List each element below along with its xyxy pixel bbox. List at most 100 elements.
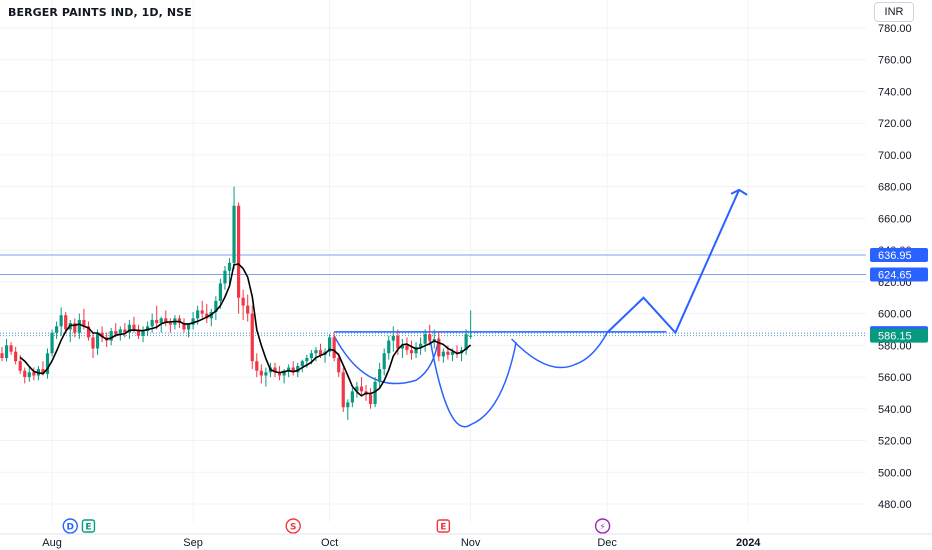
- candle-body: [341, 372, 345, 408]
- candle-body: [141, 331, 145, 336]
- projection-path: [606, 189, 741, 335]
- candle-body: [441, 351, 445, 357]
- candle-body: [164, 318, 168, 324]
- moving-average-series: [19, 263, 472, 397]
- candle-body: [150, 319, 154, 327]
- price-badge: [870, 267, 928, 282]
- candle-body: [55, 326, 59, 333]
- projection-arrow: [606, 188, 748, 335]
- candle-body: [146, 326, 150, 332]
- event-markers[interactable]: D E S E ⚡: [62, 518, 611, 534]
- price-badge-label: 636.95: [878, 250, 912, 262]
- candle-body: [182, 323, 186, 330]
- candle-body: [437, 338, 441, 357]
- candle-body: [196, 310, 200, 319]
- event-marker-label: E: [440, 523, 446, 533]
- symbol-title[interactable]: BERGER PAINTS IND, 1D, NSE: [8, 6, 192, 19]
- candle-body: [14, 351, 18, 362]
- candle-body: [155, 319, 159, 324]
- time-tick-label: 2024: [736, 537, 761, 549]
- candle-body: [428, 334, 432, 341]
- candle-body: [446, 351, 450, 355]
- candle-body: [368, 394, 373, 405]
- handle-arc: [511, 332, 608, 369]
- event-marker-label: ⚡: [599, 523, 605, 533]
- candle-body: [400, 345, 404, 349]
- candle-body: [391, 335, 395, 341]
- candle-body: [232, 205, 236, 263]
- time-tick-label: Nov: [461, 537, 481, 549]
- candle-body: [77, 319, 81, 333]
- candle-body: [114, 331, 118, 335]
- candle-body: [282, 370, 286, 376]
- candle-body: [41, 369, 45, 374]
- candle-body: [23, 370, 27, 378]
- price-tick-label: 560.00: [878, 372, 912, 384]
- candle-body: [305, 358, 309, 362]
- candle-body: [32, 372, 36, 376]
- candle-body: [332, 337, 336, 359]
- earnings-marker: [81, 519, 96, 533]
- price-tick-label: 780.00: [878, 23, 912, 35]
- price-tick-label: 740.00: [878, 86, 912, 98]
- price-tick-label: 520.00: [878, 436, 912, 448]
- chart-grid: [0, 0, 866, 522]
- cup-handle-drawing: [333, 331, 667, 428]
- price-tick-label: 720.00: [878, 118, 912, 130]
- candle-body: [136, 329, 141, 336]
- candle-body: [359, 386, 364, 392]
- candle-body: [50, 332, 54, 354]
- price-badge-label: 586.15: [878, 331, 912, 343]
- candle-body: [250, 313, 254, 362]
- candle-body: [214, 300, 218, 313]
- candle-body: [423, 334, 427, 344]
- price-badge: [870, 247, 928, 262]
- candle-body: [255, 361, 259, 371]
- time-tick-label: Sep: [183, 537, 203, 549]
- candle-body: [382, 353, 386, 370]
- candle-body: [455, 351, 459, 354]
- candle-body: [432, 338, 436, 341]
- candle-body: [82, 319, 86, 327]
- candle-body: [264, 372, 268, 376]
- candle-body: [64, 315, 68, 330]
- candle-body: [373, 381, 377, 405]
- candle-body: [218, 283, 222, 301]
- candle-body: [464, 334, 468, 351]
- price-tick-label: 760.00: [878, 55, 912, 67]
- candle-body: [123, 329, 127, 333]
- candle-body: [73, 323, 77, 333]
- candle-body: [355, 386, 359, 392]
- candlestick-series: [0, 186, 473, 420]
- time-axis[interactable]: Aug Sep Oct Nov Dec 2024: [0, 533, 932, 549]
- candle-body: [291, 367, 295, 373]
- candle-body: [227, 262, 232, 271]
- event-marker-label: D: [67, 523, 74, 533]
- candle-body: [186, 324, 191, 330]
- price-tick-label: 660.00: [878, 213, 912, 225]
- candle-body: [246, 305, 250, 314]
- ma-line: [19, 263, 472, 397]
- candle-body: [241, 297, 245, 306]
- price-tick-label: 600.00: [878, 309, 912, 321]
- price-tick-label: 680.00: [878, 182, 912, 194]
- candle-body: [378, 369, 382, 382]
- candle-body: [309, 353, 313, 359]
- price-badge-label: 624.65: [878, 269, 912, 281]
- candle-body: [419, 343, 423, 347]
- price-tick-label: 480.00: [878, 499, 912, 511]
- price-tick-label: 700.00: [878, 150, 912, 162]
- candle-body: [127, 324, 131, 333]
- candle-body: [86, 326, 91, 338]
- price-tick-label: 580.00: [878, 340, 912, 352]
- candle-body: [346, 402, 350, 408]
- currency-button[interactable]: INR: [874, 2, 914, 22]
- candle-body: [9, 345, 13, 352]
- candle-body: [100, 332, 104, 338]
- candle-body: [328, 337, 332, 352]
- candle-body: [450, 351, 455, 355]
- candle-body: [314, 350, 318, 354]
- candle-body: [337, 358, 341, 373]
